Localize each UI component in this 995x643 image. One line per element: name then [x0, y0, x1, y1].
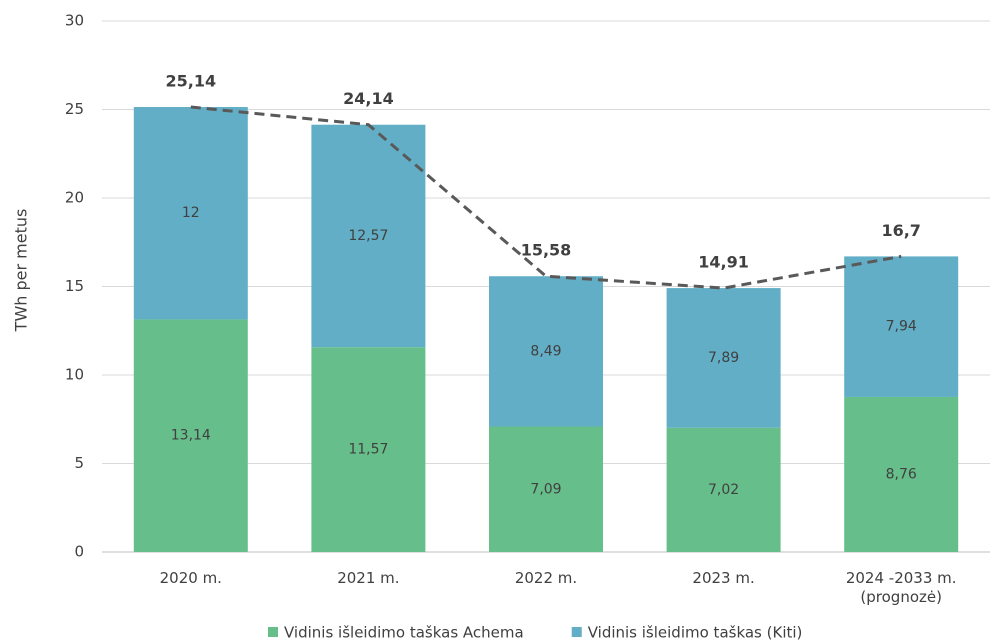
data-label: 7,09	[530, 481, 561, 497]
y-tick-label: 20	[65, 189, 84, 207]
data-label: 12	[182, 205, 200, 221]
bar-segment	[133, 319, 248, 552]
data-label: 7,94	[886, 319, 917, 335]
bar-segment	[666, 427, 781, 552]
bar-segment	[489, 426, 603, 552]
total-line	[190, 105, 902, 290]
total-label: 15,58	[521, 241, 572, 260]
bar-segment	[311, 124, 426, 348]
bar-segment	[844, 396, 959, 552]
bar-segment	[489, 276, 603, 427]
x-tick-label: 2024 -2033 m. (prognozė)	[845, 569, 957, 606]
total-label: 16,7	[881, 221, 920, 240]
data-label: 7,89	[708, 350, 739, 366]
bar-segment	[666, 288, 781, 428]
bar-segment	[311, 347, 426, 552]
y-tick-label: 0	[74, 543, 84, 561]
data-label: 13,14	[171, 428, 211, 444]
y-tick-label: 5	[74, 454, 84, 472]
x-tick-label: 2021 m.	[337, 569, 400, 587]
bar-segment	[844, 256, 959, 397]
total-label: 25,14	[165, 72, 216, 91]
data-label: 8,49	[530, 343, 561, 359]
x-tick-label: 2022 m.	[514, 569, 578, 587]
data-label: 11,57	[348, 442, 388, 458]
data-label: 12,57	[348, 228, 388, 244]
data-label: 8,76	[886, 466, 917, 482]
bar-segment	[133, 107, 248, 320]
legend-label: Vidinis išleidimo taškas (Kiti)	[588, 624, 803, 642]
legend-swatch	[268, 627, 278, 637]
y-axis-label: TWh per metus	[12, 209, 31, 333]
y-tick-label: 15	[65, 277, 84, 295]
x-tick-label: 2020 m.	[159, 569, 222, 587]
legend-swatch	[571, 627, 582, 637]
y-tick-label: 30	[65, 12, 84, 30]
data-label: 7,02	[708, 482, 739, 498]
y-tick-label: 25	[65, 100, 84, 118]
legend-label: Vidinis išleidimo taškas Achema	[284, 624, 524, 642]
y-tick-label: 10	[65, 366, 84, 384]
total-label: 14,91	[698, 253, 749, 272]
x-tick-label: 2023 m.	[692, 569, 755, 587]
total-label: 24,14	[343, 89, 394, 108]
